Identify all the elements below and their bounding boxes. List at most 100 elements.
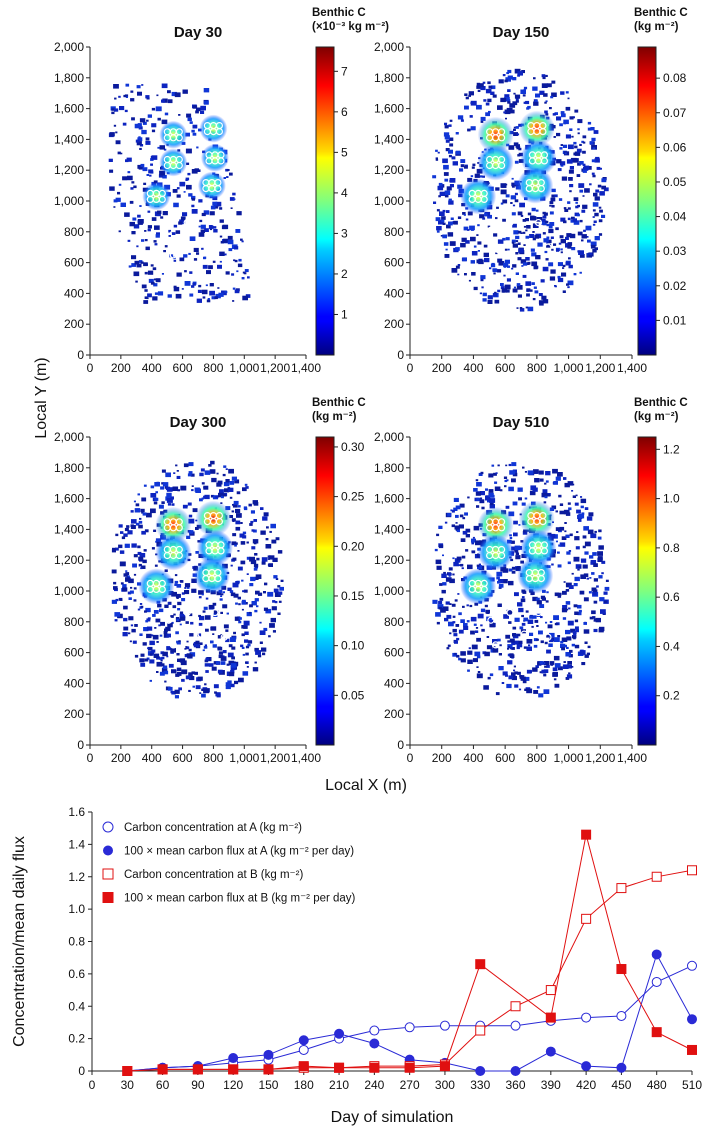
legend-marker bbox=[102, 892, 114, 903]
y-tick-label: 0 bbox=[397, 738, 404, 752]
plume-cell bbox=[200, 468, 205, 472]
plume-cell bbox=[471, 166, 475, 169]
plume-cell bbox=[236, 270, 239, 273]
plume-cell bbox=[448, 575, 451, 577]
plume-cell bbox=[594, 196, 600, 201]
plume-cell bbox=[235, 526, 241, 531]
plume-cell bbox=[470, 102, 473, 104]
plume-cell bbox=[473, 286, 478, 291]
plume-cell bbox=[498, 584, 504, 588]
plume-cell bbox=[463, 625, 469, 630]
x-tick-label: 0 bbox=[407, 361, 414, 375]
well-marker bbox=[539, 517, 547, 526]
plume-cell bbox=[456, 654, 460, 658]
panel-day-510: 0 200 400 600 800 1,000 1,200 1,400020040060080… bbox=[374, 397, 688, 765]
plume-cell bbox=[157, 117, 161, 121]
plume-cell bbox=[201, 497, 205, 500]
plume-cell bbox=[459, 514, 464, 518]
plume-cell bbox=[164, 604, 169, 608]
plume-cell bbox=[188, 648, 192, 652]
well-marker bbox=[480, 585, 488, 594]
y-tick-label: 1,000 bbox=[374, 194, 404, 208]
plume-cell bbox=[140, 508, 145, 513]
plume-cell bbox=[468, 94, 471, 97]
plume-cell bbox=[541, 74, 546, 78]
plume-cell bbox=[184, 648, 187, 650]
plume-cell bbox=[477, 671, 481, 673]
y-tick-label: 2,000 bbox=[54, 430, 84, 444]
plume-cell bbox=[442, 158, 448, 164]
plume-cell bbox=[181, 669, 188, 675]
plume-cell bbox=[151, 123, 157, 128]
plume-cell bbox=[597, 551, 603, 556]
plume-cell bbox=[454, 599, 458, 602]
plume-cell bbox=[510, 202, 513, 204]
x-tick-label: 1,200 bbox=[260, 361, 290, 375]
plume-cell bbox=[175, 593, 181, 598]
plume-cell bbox=[146, 174, 150, 176]
plume-cell bbox=[165, 626, 171, 632]
y-tick-label: 200 bbox=[64, 707, 84, 721]
plume-cell bbox=[226, 663, 230, 666]
plume-cell bbox=[512, 501, 518, 506]
plume-cell bbox=[590, 241, 597, 247]
plume-cell bbox=[471, 542, 475, 545]
panel-title: Day 510 bbox=[493, 414, 550, 431]
plume-cell bbox=[440, 235, 443, 237]
plume-cell bbox=[477, 565, 483, 570]
plume-cell bbox=[478, 472, 483, 476]
plume-cell bbox=[443, 132, 450, 137]
plume-cell bbox=[245, 645, 250, 649]
plume-cell bbox=[124, 527, 129, 532]
plume-cell bbox=[576, 148, 582, 153]
plume-cell bbox=[144, 529, 149, 533]
plume-cell bbox=[237, 550, 240, 552]
plume-cell bbox=[488, 492, 494, 498]
plume-cell bbox=[274, 601, 278, 604]
plume-cell bbox=[597, 184, 602, 188]
plume-cell bbox=[223, 624, 229, 629]
x-tick-label: 200 bbox=[432, 751, 452, 765]
plume-cell bbox=[455, 265, 460, 269]
plume-cell bbox=[488, 110, 491, 114]
data-point bbox=[581, 1012, 592, 1023]
plume-cell bbox=[452, 161, 458, 166]
well-marker bbox=[183, 218, 191, 227]
plume-cell bbox=[150, 281, 155, 285]
line-chart: 0 30 60 90 120 150 180 210 240 270 300 330 360 390 420… bbox=[11, 805, 702, 1126]
plume-cell bbox=[161, 99, 165, 103]
well-marker bbox=[220, 633, 228, 641]
legend-label: Carbon concentration at B (kg m⁻²) bbox=[124, 869, 303, 881]
plume-cell bbox=[164, 569, 168, 572]
plume-cell bbox=[144, 610, 147, 613]
plume-cell bbox=[130, 510, 134, 513]
plume-cell bbox=[459, 168, 464, 172]
y-tick-label: 0.8 bbox=[68, 935, 85, 949]
plume-cell bbox=[496, 571, 503, 577]
plume-cell bbox=[599, 209, 603, 213]
plume-cell bbox=[574, 611, 579, 615]
plume-cell bbox=[504, 97, 510, 102]
plume-cell bbox=[592, 216, 595, 218]
plume-cell bbox=[557, 168, 562, 172]
plume-cell bbox=[550, 95, 554, 99]
plume-cell bbox=[508, 568, 513, 572]
data-point bbox=[616, 883, 627, 894]
y-tick-label: 1.6 bbox=[68, 805, 85, 819]
plume-cell bbox=[584, 507, 589, 510]
plume-cell bbox=[183, 254, 188, 258]
plume-cell bbox=[557, 635, 561, 638]
plume-cell bbox=[202, 264, 208, 269]
plume-cell bbox=[504, 485, 507, 488]
plume-cell bbox=[215, 692, 221, 697]
plume-cell bbox=[467, 128, 471, 132]
plume-cell bbox=[445, 577, 452, 582]
plume-cell bbox=[172, 189, 178, 193]
plume-cell bbox=[134, 123, 141, 129]
plume-cell bbox=[179, 257, 185, 262]
plume-cell bbox=[438, 544, 444, 549]
plume-cell bbox=[513, 286, 516, 289]
plume-cell bbox=[505, 117, 507, 120]
plume-cell bbox=[219, 207, 223, 210]
plume-cell bbox=[492, 94, 497, 98]
